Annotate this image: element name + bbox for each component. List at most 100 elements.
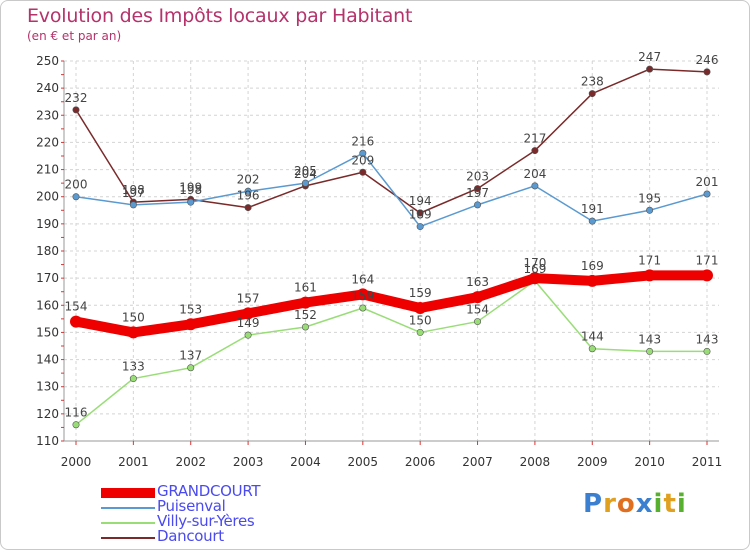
data-point-dancourt bbox=[416, 209, 424, 217]
data-label-grandcourt: 154 bbox=[65, 300, 88, 314]
data-point-puisenval bbox=[474, 201, 482, 209]
legend-label-grandcourt: GRANDCOURT bbox=[157, 482, 261, 500]
data-point-puisenval bbox=[244, 187, 252, 195]
legend-swatch-grandcourt bbox=[101, 488, 155, 498]
y-tick-label: 250 bbox=[36, 54, 59, 68]
data-point-puisenval bbox=[72, 193, 80, 201]
data-point-grandcourt bbox=[643, 269, 656, 282]
data-point-villy-sur-y-res bbox=[646, 347, 654, 355]
data-point-puisenval bbox=[531, 182, 539, 190]
x-tick-label: 2005 bbox=[348, 455, 379, 469]
logo-letter: r bbox=[603, 489, 617, 519]
logo-letter: t bbox=[663, 489, 677, 519]
data-label-grandcourt: 171 bbox=[696, 253, 719, 267]
data-label-grandcourt: 170 bbox=[523, 256, 546, 270]
data-point-villy-sur-y-res bbox=[703, 347, 711, 355]
logo-letter: i bbox=[653, 489, 664, 519]
y-tick-label: 120 bbox=[36, 407, 59, 421]
data-point-villy-sur-y-res bbox=[72, 421, 80, 429]
data-label-villy-sur-y-res: 149 bbox=[237, 316, 260, 330]
data-point-grandcourt bbox=[586, 274, 599, 287]
data-point-dancourt bbox=[72, 106, 80, 114]
y-tick-label: 140 bbox=[36, 353, 59, 367]
data-point-grandcourt bbox=[70, 315, 82, 328]
data-label-puisenval: 191 bbox=[581, 202, 604, 216]
data-point-villy-sur-y-res bbox=[244, 331, 252, 339]
y-tick-label: 230 bbox=[36, 108, 59, 122]
data-label-grandcourt: 164 bbox=[351, 272, 374, 286]
data-label-puisenval: 189 bbox=[409, 208, 432, 222]
x-tick-label: 2007 bbox=[462, 455, 493, 469]
y-tick-label: 200 bbox=[36, 190, 59, 204]
data-point-villy-sur-y-res bbox=[416, 328, 424, 336]
data-point-puisenval bbox=[646, 206, 654, 214]
data-label-dancourt: 196 bbox=[237, 189, 260, 203]
data-point-dancourt bbox=[588, 90, 596, 98]
data-point-grandcourt bbox=[528, 272, 541, 285]
y-tick-label: 130 bbox=[36, 380, 59, 394]
proxiti-logo: Proxiti bbox=[583, 489, 687, 519]
data-label-puisenval: 202 bbox=[237, 172, 260, 186]
data-label-puisenval: 201 bbox=[696, 175, 719, 189]
data-label-villy-sur-y-res: 154 bbox=[466, 303, 489, 317]
data-point-grandcourt bbox=[299, 296, 312, 309]
x-tick-label: 2008 bbox=[520, 455, 551, 469]
data-label-grandcourt: 159 bbox=[409, 286, 432, 300]
data-point-grandcourt bbox=[701, 269, 713, 282]
data-point-grandcourt bbox=[356, 288, 369, 301]
x-tick-label: 2003 bbox=[233, 455, 264, 469]
data-label-grandcourt: 171 bbox=[638, 253, 661, 267]
data-point-villy-sur-y-res bbox=[474, 318, 482, 326]
data-label-villy-sur-y-res: 137 bbox=[179, 349, 202, 363]
data-label-puisenval: 205 bbox=[294, 164, 317, 178]
data-label-grandcourt: 169 bbox=[581, 259, 604, 273]
data-point-villy-sur-y-res bbox=[187, 364, 195, 372]
data-label-dancourt: 246 bbox=[696, 53, 719, 67]
data-label-puisenval: 197 bbox=[122, 186, 145, 200]
data-point-grandcourt bbox=[414, 302, 427, 314]
logo-letter: o bbox=[616, 489, 636, 519]
data-label-grandcourt: 161 bbox=[294, 281, 317, 295]
data-point-villy-sur-y-res bbox=[129, 375, 137, 383]
x-tick-label: 2006 bbox=[405, 455, 436, 469]
data-label-grandcourt: 163 bbox=[466, 275, 489, 289]
data-label-puisenval: 200 bbox=[65, 178, 88, 192]
data-point-dancourt bbox=[646, 65, 654, 73]
data-point-dancourt bbox=[244, 204, 252, 212]
data-label-dancourt: 238 bbox=[581, 75, 604, 89]
data-label-villy-sur-y-res: 150 bbox=[409, 313, 432, 327]
x-tick-label: 2000 bbox=[61, 455, 92, 469]
data-label-dancourt: 203 bbox=[466, 170, 489, 184]
data-label-villy-sur-y-res: 143 bbox=[696, 332, 719, 346]
legend-swatch-villy-sur-yeres bbox=[101, 522, 155, 524]
series-points bbox=[70, 65, 713, 429]
data-label-grandcourt: 153 bbox=[179, 302, 202, 316]
data-label-villy-sur-y-res: 144 bbox=[581, 330, 604, 344]
x-tick-label: 2002 bbox=[175, 455, 206, 469]
legend-label-dancourt: Dancourt bbox=[157, 527, 224, 545]
x-tick-label: 2011 bbox=[692, 455, 723, 469]
series-lines bbox=[71, 68, 712, 426]
series-line-puisenval bbox=[75, 152, 708, 228]
series-line-villy-sur-y-res bbox=[75, 280, 708, 426]
data-point-villy-sur-y-res bbox=[301, 323, 309, 331]
data-label-puisenval: 198 bbox=[179, 183, 202, 197]
y-tick-label: 190 bbox=[36, 217, 59, 231]
data-label-puisenval: 216 bbox=[351, 134, 374, 148]
data-label-villy-sur-y-res: 152 bbox=[294, 308, 317, 322]
data-label-dancourt: 194 bbox=[409, 194, 432, 208]
data-point-villy-sur-y-res bbox=[588, 345, 596, 353]
data-label-villy-sur-y-res: 159 bbox=[351, 289, 374, 303]
data-label-villy-sur-y-res: 169 bbox=[523, 262, 546, 276]
data-label-dancourt: 199 bbox=[179, 180, 202, 194]
data-point-puisenval bbox=[588, 217, 596, 225]
logo-letter: i bbox=[676, 489, 687, 519]
data-point-puisenval bbox=[359, 149, 367, 157]
data-label-puisenval: 204 bbox=[523, 167, 546, 181]
data-label-villy-sur-y-res: 133 bbox=[122, 360, 145, 374]
chart-title: Evolution des Impôts locaux par Habitant bbox=[27, 5, 413, 27]
x-tick-label: 2010 bbox=[634, 455, 665, 469]
series-line-grandcourt bbox=[71, 270, 712, 338]
